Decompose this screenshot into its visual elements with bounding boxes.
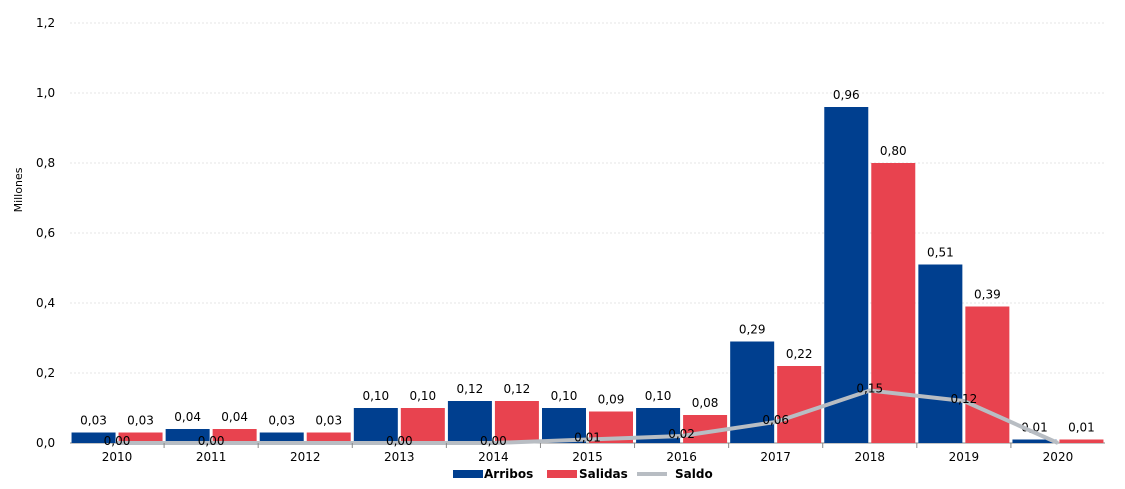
y-tick-labels: 0,0 0,2 0,4 0,6 0,8 1,0 1,2	[36, 16, 55, 450]
bar-salidas-2014	[494, 401, 539, 443]
bar-value-label: 0,39	[974, 288, 1001, 302]
bar-arribos-2014	[447, 401, 492, 443]
y-tick-label: 0,2	[36, 366, 55, 380]
bar-value-label: 0,10	[409, 389, 436, 403]
x-tick-label: 2014	[478, 450, 509, 464]
bar-value-label: 0,03	[315, 414, 342, 428]
bar-salidas-2010	[118, 432, 163, 443]
bar-salidas-2020	[1059, 439, 1104, 443]
bar-salidas-2017	[777, 366, 822, 443]
y-tick-label: 0,4	[36, 296, 55, 310]
bar-value-label: 0,08	[692, 396, 719, 410]
x-tick-label: 2012	[290, 450, 321, 464]
saldo-value-label: 0,00	[198, 434, 225, 448]
bar-value-label: 0,09	[598, 393, 625, 407]
y-tick-label: 0,0	[36, 436, 55, 450]
bar-value-label: 0,12	[504, 382, 531, 396]
x-tick-label: 2020	[1043, 450, 1074, 464]
bar-value-label: 0,03	[80, 414, 107, 428]
bar-value-label: 0,51	[927, 246, 954, 260]
bar-value-label: 0,04	[221, 410, 248, 424]
y-axis-label: Millones	[12, 167, 25, 212]
bars	[71, 107, 1104, 443]
legend-label-arribos: Arribos	[484, 467, 533, 481]
bar-arribos-2019	[918, 264, 963, 443]
legend-label-saldo: Saldo	[675, 467, 713, 481]
saldo-value-label: 0,12	[951, 392, 978, 406]
x-tick-label: 2010	[102, 450, 133, 464]
bar-value-label: 0,22	[786, 347, 813, 361]
y-tick-label: 0,8	[36, 156, 55, 170]
x-tick-label: 2016	[666, 450, 697, 464]
bar-value-label: 0,80	[880, 144, 907, 158]
x-tick-label: 2015	[572, 450, 603, 464]
bar-value-label: 0,03	[268, 414, 295, 428]
legend-swatch-salidas	[547, 470, 577, 478]
bar-value-label: 0,10	[645, 389, 672, 403]
y-tick-label: 0,6	[36, 226, 55, 240]
y-tick-label: 1,0	[36, 86, 55, 100]
bar-arribos-2012	[259, 432, 304, 443]
bar-value-label: 0,10	[362, 389, 389, 403]
bar-value-label: 0,03	[127, 414, 154, 428]
bar-value-label: 0,01	[1068, 421, 1095, 435]
bar-value-label: 0,12	[457, 382, 484, 396]
bar-value-label: 0,29	[739, 323, 766, 337]
bar-arribos-2011	[165, 429, 210, 443]
saldo-line	[117, 388, 1059, 445]
x-tick-label: 2017	[760, 450, 791, 464]
bar-arribos-2020	[1012, 439, 1057, 443]
saldo-value-label: 0,02	[668, 427, 695, 441]
y-tick-label: 1,2	[36, 16, 55, 30]
saldo-value-label: 0,01	[574, 431, 601, 445]
saldo-value-label: 0,00	[480, 434, 507, 448]
x-tick-label: 2018	[854, 450, 885, 464]
legend: Arribos Salidas Saldo	[453, 467, 713, 481]
saldo-value-label: 0,06	[762, 413, 789, 427]
saldo-value-label: 0,15	[856, 382, 883, 396]
bar-arribos-2015	[542, 408, 586, 443]
bar-salidas-2018	[871, 163, 916, 443]
saldo-series-line	[117, 388, 1059, 445]
legend-label-salidas: Salidas	[579, 467, 628, 481]
x-tick-labels: 2010 2011 2012 2013 2014 2015 2016 2017 2018 2019…	[102, 443, 1073, 464]
bar-salidas-2013	[400, 408, 445, 443]
legend-swatch-arribos	[453, 470, 483, 478]
bar-salidas-2012	[306, 432, 351, 443]
saldo-value-label: 0,00	[104, 434, 131, 448]
x-tick-label: 2019	[949, 450, 980, 464]
bar-salidas-2019	[965, 306, 1010, 443]
saldo-value-label: 0,00	[386, 434, 413, 448]
bar-value-label: 0,10	[551, 389, 578, 403]
bar-value-label: 0,04	[174, 410, 201, 424]
saldo-value-labels: 0,00 0,00 0,00 0,00 0,01 0,02 0,06 0,15 0,12	[104, 382, 978, 449]
x-tick-label: 2013	[384, 450, 415, 464]
bar-salidas-2011	[212, 429, 257, 443]
bar-arribos-2013	[353, 408, 398, 443]
legend-swatch-saldo	[637, 472, 667, 476]
bar-arribos-2018	[824, 107, 869, 443]
x-tick-label: 2011	[196, 450, 227, 464]
bar-value-label: 0,96	[833, 88, 860, 102]
bar-arribos-2010	[71, 432, 116, 443]
